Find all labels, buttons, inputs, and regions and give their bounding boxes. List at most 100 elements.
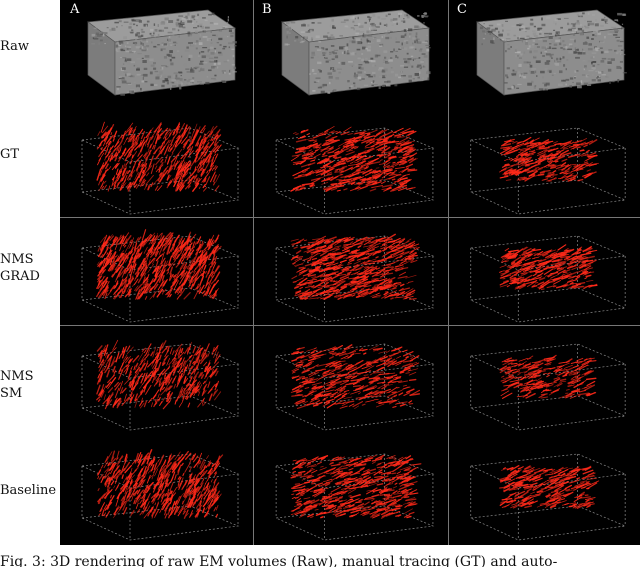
em-speckle [516, 87, 520, 89]
em-speckle [123, 48, 127, 50]
trace-segment [173, 278, 178, 287]
trace-segment [115, 239, 119, 245]
em-speckle [181, 55, 183, 58]
trace-segment [544, 142, 549, 145]
em-speckle [309, 73, 311, 75]
em-speckle [197, 25, 199, 28]
trace-segment [364, 268, 373, 274]
trace-segment [178, 390, 184, 397]
trace-segment [177, 148, 183, 155]
em-speckle [366, 40, 371, 43]
em-speckle [337, 69, 341, 73]
row-divider [60, 217, 640, 218]
panel-raw-b [254, 0, 448, 110]
trace-segment [522, 251, 532, 256]
em-speckle [198, 70, 201, 72]
em-speckle [179, 78, 183, 81]
em-speckle [372, 80, 375, 84]
trace-segment [180, 272, 186, 279]
em-speckle [527, 26, 531, 29]
em-speckle [158, 29, 162, 32]
trace-segment [295, 290, 301, 294]
trace-segment [132, 268, 136, 274]
trace-segment [112, 236, 117, 242]
em-speckle [141, 80, 144, 83]
em-speckle [126, 62, 131, 65]
trace-segment [333, 257, 339, 261]
trace-segment [207, 276, 214, 285]
em-speckle [364, 71, 366, 73]
trace-segment [399, 251, 410, 257]
trace-segment [339, 259, 347, 264]
trace-segment [137, 352, 144, 361]
trace-segment [394, 148, 399, 151]
trace-segment [327, 387, 331, 390]
trace-segment [158, 244, 164, 255]
em-speckle [135, 46, 140, 49]
trace-segment [555, 268, 565, 273]
trace-segment [159, 401, 163, 407]
trace-segment [168, 144, 173, 149]
trace-segment [168, 139, 172, 144]
em-speckle [338, 71, 341, 74]
em-speckle [586, 36, 590, 39]
trace-segment [147, 232, 156, 242]
trace-segment [201, 153, 210, 164]
trace-segment [306, 133, 310, 136]
em-speckle [337, 68, 342, 70]
trace-segment [540, 280, 550, 287]
trace-segment [511, 171, 519, 176]
em-speckle [372, 14, 376, 17]
trace-segment [304, 353, 311, 358]
trace-segment [311, 285, 315, 288]
trace-segment [302, 156, 310, 160]
trace-segment [522, 139, 528, 143]
trace-segment [129, 146, 135, 156]
trace-segment [102, 286, 109, 297]
em-speckle [586, 84, 592, 86]
em-speckle [369, 42, 375, 44]
trace-segment [347, 139, 355, 143]
trace-segment [559, 275, 563, 279]
trace-segment [174, 399, 177, 405]
trace-segment [586, 280, 594, 282]
trace-segment [124, 256, 130, 263]
trace-segment [195, 239, 200, 245]
trace-segment [161, 345, 169, 354]
em-speckle [417, 15, 420, 17]
trace-segment [309, 255, 313, 259]
trace-segment [147, 185, 150, 191]
trace-segment [386, 376, 394, 380]
trace-segment [296, 363, 303, 366]
trace-segment [206, 151, 212, 160]
em-speckle [597, 64, 600, 66]
em-speckle [118, 20, 122, 23]
trace-segment [133, 278, 139, 286]
box-edge [80, 287, 240, 323]
trace-segment [320, 279, 328, 282]
trace-segment [373, 239, 382, 245]
trace-segment [399, 271, 406, 276]
trace-segment [198, 139, 203, 149]
trace-segment [97, 280, 101, 286]
em-speckle [130, 32, 134, 34]
trace-segment [321, 182, 329, 185]
trace-segment [561, 158, 568, 162]
trace-segment [345, 238, 349, 241]
em-speckle [593, 68, 595, 71]
trace-segment [183, 377, 189, 384]
em-speckle [226, 21, 229, 24]
trace-segment [148, 259, 151, 264]
trace-segment [586, 152, 597, 157]
em-speckle [527, 64, 532, 66]
em-speckle [418, 26, 421, 29]
trace-segment [119, 244, 123, 252]
trace-segment [97, 275, 101, 280]
em-speckle [525, 42, 528, 45]
trace-segment [384, 135, 391, 139]
em-speckle [538, 38, 543, 41]
trace-segment [215, 294, 218, 298]
em-speckle [223, 35, 228, 38]
trace-segment [169, 274, 174, 282]
trace-segment [316, 267, 321, 271]
